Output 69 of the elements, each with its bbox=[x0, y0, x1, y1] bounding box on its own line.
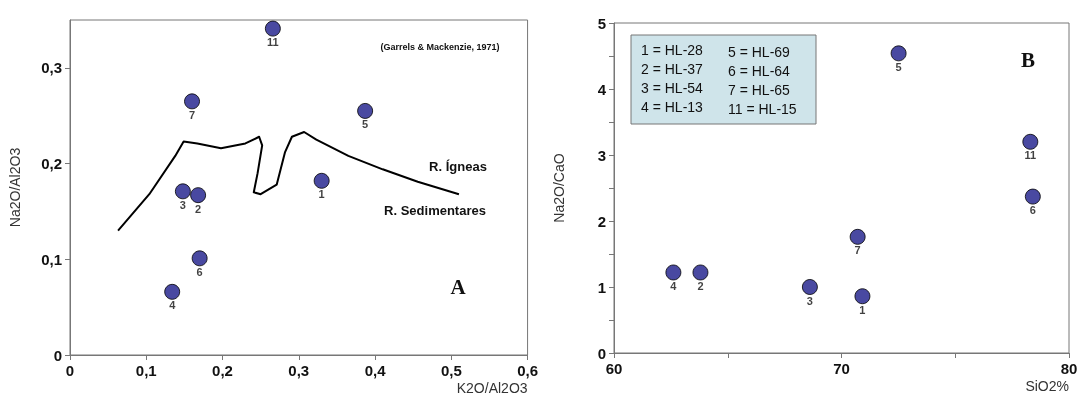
y-tick-label: 2 bbox=[597, 212, 606, 230]
annotation: 1 = HL-28 bbox=[641, 42, 704, 58]
annotation: 2 = HL-37 bbox=[641, 61, 704, 77]
annotation: 11 bbox=[1024, 149, 1037, 162]
point bbox=[1022, 133, 1039, 150]
point bbox=[164, 283, 181, 300]
x-tick-label: 0 bbox=[65, 362, 75, 379]
point bbox=[692, 264, 709, 281]
point bbox=[191, 250, 208, 267]
y-tick-label: 1 bbox=[597, 278, 606, 296]
y-tick-label: 4 bbox=[597, 80, 607, 98]
annotation: 4 = HL-13 bbox=[641, 99, 704, 115]
annotation: 7 bbox=[854, 244, 861, 257]
annotation: 4 bbox=[169, 299, 177, 312]
annotation: 3 bbox=[806, 294, 813, 307]
y-axis-title: Na2O/CaO bbox=[551, 153, 567, 223]
annotation: R. Sedimentares bbox=[384, 202, 486, 218]
x-axis-title: SiO2% bbox=[1025, 378, 1069, 394]
point bbox=[264, 20, 281, 37]
annotation: 7 bbox=[188, 108, 196, 121]
point bbox=[357, 102, 374, 119]
annotation: 2 bbox=[195, 202, 202, 215]
y-tick-label: 0,3 bbox=[41, 59, 62, 77]
point bbox=[665, 264, 682, 281]
y-axis-title: Na2O/Al2O3 bbox=[7, 147, 23, 228]
y-tick-label: 5 bbox=[597, 14, 606, 32]
annotation: 1 bbox=[318, 188, 325, 201]
point bbox=[890, 45, 907, 62]
annotation: 6 bbox=[196, 265, 203, 278]
x-tick-label: 0,6 bbox=[517, 362, 538, 379]
x-tick-label: 80 bbox=[1060, 360, 1078, 377]
x-tick-label: 0,3 bbox=[288, 362, 310, 379]
y-tick-label: 0 bbox=[597, 344, 606, 362]
y-tick-label: 0 bbox=[53, 346, 62, 364]
annotation: 5 bbox=[895, 60, 902, 73]
point bbox=[184, 93, 201, 110]
annotation: 11 bbox=[267, 36, 279, 49]
annotation: (Garrels & Mackenzie, 1971) bbox=[380, 42, 500, 52]
annotation: 4 bbox=[670, 279, 678, 292]
y-tick-label: 0,2 bbox=[41, 155, 62, 173]
x-tick-label: 0,5 bbox=[440, 362, 462, 379]
annotation: 5 = HL-69 bbox=[728, 44, 791, 60]
annotation: A bbox=[450, 275, 467, 299]
x-tick-label: 70 bbox=[833, 360, 850, 377]
point bbox=[801, 279, 818, 295]
point bbox=[849, 228, 866, 245]
annotation: 5 bbox=[362, 118, 369, 131]
annotation: 3 = HL-54 bbox=[641, 80, 704, 96]
annotation: 6 = HL-64 bbox=[728, 63, 791, 79]
annotation: 6 bbox=[1029, 204, 1036, 217]
point bbox=[1024, 188, 1041, 205]
annotation: 1 bbox=[859, 303, 866, 316]
point bbox=[174, 183, 191, 200]
y-tick-label: 0,1 bbox=[41, 250, 62, 268]
x-tick-label: 0,1 bbox=[135, 362, 157, 379]
x-axis-title: K2O/Al2O3 bbox=[456, 380, 528, 396]
annotation: 7 = HL-65 bbox=[728, 82, 791, 98]
y-tick-label: 3 bbox=[597, 146, 606, 164]
x-tick-label: 0,2 bbox=[212, 362, 233, 379]
annotation: 3 bbox=[179, 198, 186, 211]
point bbox=[313, 172, 330, 189]
annotation: 11 = HL-15 bbox=[728, 101, 797, 117]
point bbox=[190, 187, 207, 204]
annotation: 2 bbox=[697, 279, 704, 292]
point bbox=[854, 288, 871, 305]
x-tick-label: 60 bbox=[605, 360, 623, 377]
annotation: R. Ígneas bbox=[429, 158, 487, 174]
x-tick-label: 0,4 bbox=[364, 362, 387, 379]
annotation: B bbox=[1020, 48, 1036, 72]
